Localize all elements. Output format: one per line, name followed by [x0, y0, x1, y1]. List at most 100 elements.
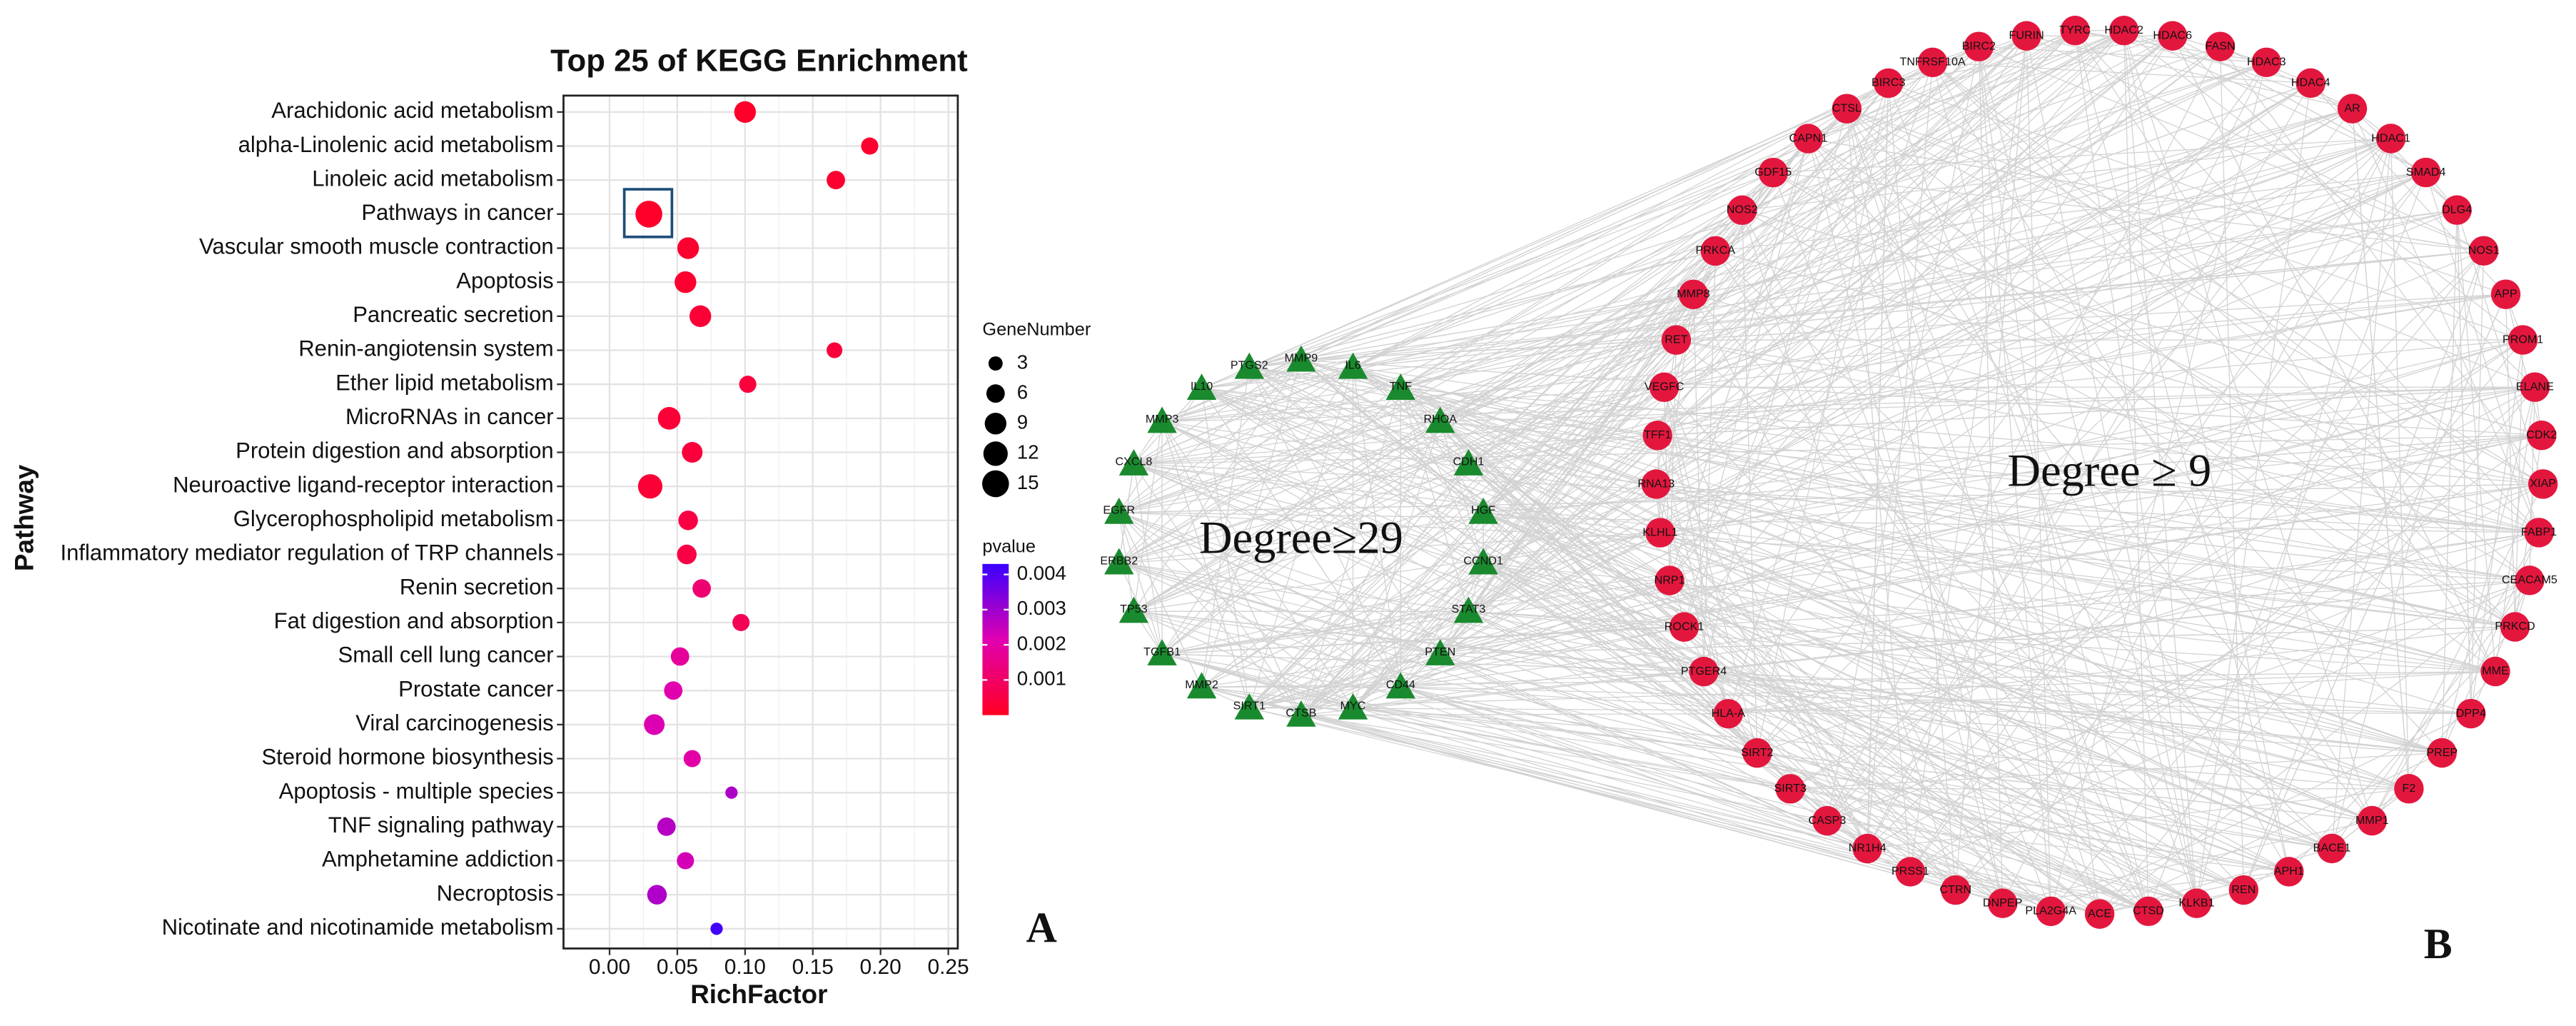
edge	[1353, 35, 2027, 368]
edge	[1669, 580, 1956, 891]
node-label: REN	[2231, 883, 2256, 896]
edge	[1161, 653, 2100, 915]
edge	[1468, 171, 2426, 612]
edge	[1703, 251, 1716, 672]
peripheral-node	[2295, 68, 2325, 99]
edge	[1483, 562, 2410, 790]
core-node	[1453, 596, 1484, 623]
node-label: BIRC3	[1872, 76, 1905, 89]
peripheral-node	[1649, 372, 1680, 403]
edge	[1683, 83, 1889, 628]
node-label: PLA2G4A	[2025, 905, 2076, 917]
edge	[1353, 172, 1774, 368]
edge	[1133, 532, 1661, 612]
edge	[1201, 686, 1757, 754]
peripheral-node	[1873, 68, 1904, 99]
peripheral-node	[2357, 805, 2387, 836]
edge	[1248, 463, 1469, 708]
edge	[2425, 172, 2540, 533]
peripheral-node	[2520, 372, 2550, 402]
node-label: MMP8	[1677, 288, 1710, 301]
edge	[1483, 512, 2333, 849]
node-label: ERBB2	[1100, 554, 1138, 567]
edge	[1133, 35, 2027, 612]
node-label: TNF	[1390, 380, 1412, 393]
core-node	[1147, 639, 1177, 665]
edge	[1162, 483, 2543, 655]
node-label: SMAD4	[2406, 166, 2446, 178]
edge	[1742, 210, 2101, 915]
edge	[1468, 610, 2373, 822]
peripheral-node	[2251, 47, 2282, 78]
node-label: PRKCD	[2495, 620, 2535, 633]
peripheral-node	[1917, 47, 1948, 78]
edge	[1201, 388, 2290, 872]
edge	[1655, 340, 1677, 485]
dot	[678, 511, 698, 530]
edge	[1664, 293, 2506, 388]
peripheral-node	[1661, 325, 1692, 355]
edge	[1133, 171, 2426, 612]
edge	[1118, 562, 1791, 790]
edge	[1248, 367, 1868, 849]
peripheral-node	[2181, 888, 2212, 918]
peripheral-node	[2524, 518, 2554, 548]
annotation: Degree ≥ 9	[2007, 445, 2211, 496]
edge	[1118, 82, 2311, 513]
node-label: HDAC1	[2371, 131, 2410, 144]
edge	[1248, 386, 1665, 709]
edge	[1440, 653, 2197, 904]
peripheral-node	[2480, 656, 2510, 687]
edge	[1133, 463, 2515, 628]
edge	[1118, 30, 2076, 563]
peripheral-node	[2228, 875, 2259, 905]
edge	[1846, 109, 2004, 904]
legend-label: 15	[1017, 471, 1039, 493]
dot	[657, 407, 681, 430]
edge	[1684, 138, 2391, 628]
node-label: TNFRSF10A	[1899, 56, 1965, 69]
edge	[1714, 251, 2149, 912]
edge	[1978, 46, 2004, 904]
edge	[1790, 788, 2289, 872]
dot	[644, 714, 665, 735]
y-tick-label: Viral carcinogenesis	[355, 710, 553, 735]
peripheral-node	[1775, 774, 1805, 804]
edge	[1656, 483, 2530, 581]
edge	[1714, 250, 2333, 849]
peripheral-node	[1793, 124, 1824, 154]
edge	[1657, 386, 2535, 436]
edge	[1867, 62, 2267, 849]
edge	[1353, 366, 2443, 754]
node-label: CTSB	[1286, 707, 1316, 720]
core-node	[1468, 548, 1498, 575]
dot	[635, 201, 662, 228]
node-label: GDF15	[1754, 166, 1792, 178]
edge	[1867, 83, 1889, 849]
edge	[2050, 62, 2267, 912]
dot	[647, 885, 667, 905]
edge	[1669, 138, 1809, 581]
peripheral-node	[2133, 896, 2163, 927]
edge	[1300, 512, 1484, 716]
legend-label: 6	[1017, 381, 1028, 403]
x-tick-label: 0.20	[860, 955, 901, 979]
edge	[1742, 209, 2515, 628]
edge	[1133, 610, 1868, 850]
dot	[637, 474, 663, 499]
peripheral-node	[2036, 896, 2066, 927]
edge	[2505, 294, 2542, 436]
edge	[1807, 138, 2496, 672]
edge	[1660, 82, 2311, 533]
y-tick-label: Prostate cancer	[398, 676, 554, 701]
edge	[1201, 388, 2197, 904]
edge	[1133, 463, 1684, 628]
y-tick-label: Neuroactive ligand-receptor interaction	[173, 472, 554, 497]
edge	[1440, 209, 1743, 422]
node-label: NOS2	[1727, 203, 1758, 216]
y-tick-label: Small cell lung cancer	[338, 643, 554, 668]
edge	[1867, 250, 2485, 849]
edge	[1703, 670, 2333, 849]
edge	[1704, 670, 2471, 715]
node-label: STAT3	[1452, 603, 1486, 615]
